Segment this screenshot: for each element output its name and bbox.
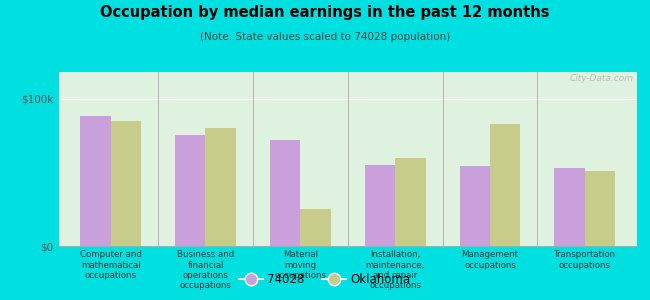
Text: (Note: State values scaled to 74028 population): (Note: State values scaled to 74028 popu… [200, 32, 450, 41]
Bar [175, 135, 205, 246]
Text: Occupation by median earnings in the past 12 months: Occupation by median earnings in the pas… [100, 4, 550, 20]
Text: City-Data.com: City-Data.com [570, 74, 634, 83]
Bar [554, 168, 585, 246]
Bar [585, 171, 615, 246]
Bar [81, 116, 110, 246]
Bar [205, 128, 236, 246]
Bar [270, 140, 300, 246]
Legend: 74028, Oklahoma: 74028, Oklahoma [235, 269, 415, 291]
Bar [490, 124, 521, 246]
Bar [395, 158, 426, 246]
Bar [460, 167, 490, 246]
Bar [111, 121, 141, 246]
Bar [365, 165, 395, 246]
Bar [300, 209, 331, 246]
